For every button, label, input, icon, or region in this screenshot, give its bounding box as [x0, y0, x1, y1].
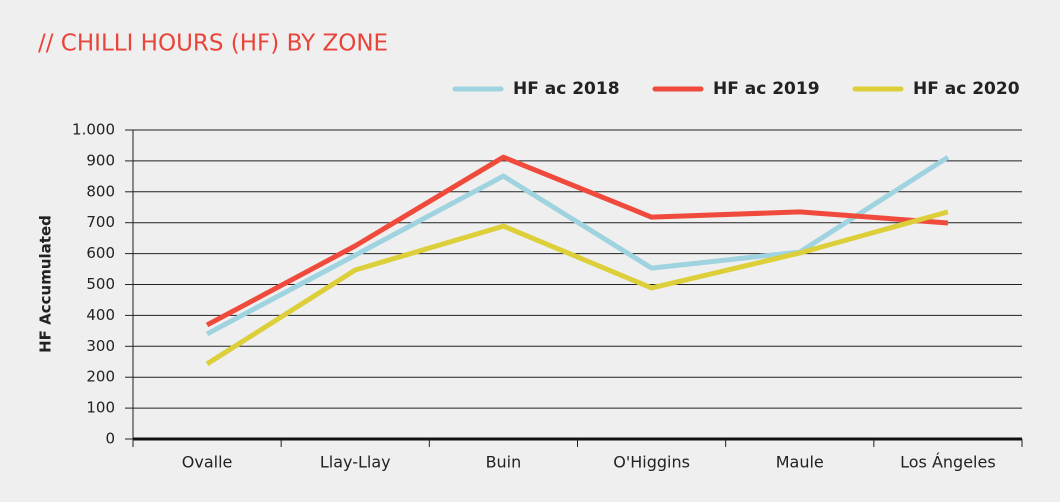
y-tick-label: 1.000 [72, 121, 115, 139]
line-series [205, 154, 949, 328]
x-tick-label: Llay-Llay [320, 453, 391, 472]
y-tick-label: 700 [86, 213, 115, 231]
legend-label: HF ac 2018 [513, 79, 620, 99]
y-tick-label: 100 [86, 399, 115, 417]
y-tick-label: 200 [86, 368, 115, 386]
line-series [205, 155, 950, 337]
legend-label: HF ac 2020 [913, 79, 1020, 99]
x-tick-label: Buin [486, 453, 522, 472]
y-tick-label: 900 [86, 151, 115, 169]
y-axis-label: HF Accumulated [37, 215, 55, 353]
y-tick-label: 300 [86, 337, 115, 355]
y-tick-label: 600 [86, 244, 115, 262]
y-tick-label: 500 [86, 275, 115, 293]
y-tick-label: 800 [86, 182, 115, 200]
y-tick-label: 400 [86, 306, 115, 324]
legend-label: HF ac 2019 [713, 79, 820, 99]
x-tick-label: O'Higgins [613, 453, 690, 472]
x-tick-label: Los Ángeles [900, 453, 996, 472]
chart-title: // CHILLI HOURS (HF) BY ZONE [38, 31, 388, 57]
x-tick-label: Maule [776, 453, 824, 472]
line-series [205, 209, 949, 367]
y-tick-label: 0 [105, 430, 115, 448]
x-tick-label: Ovalle [182, 453, 233, 472]
